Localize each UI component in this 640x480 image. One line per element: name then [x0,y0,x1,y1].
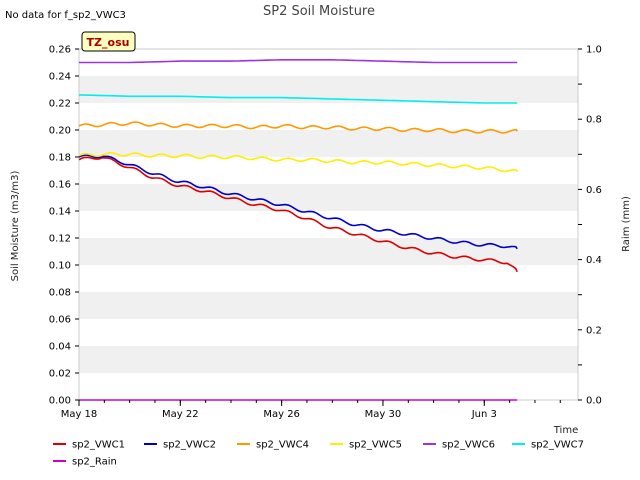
grid-band [79,373,578,400]
grid-band [79,238,578,265]
grid-band [79,157,578,184]
series-line-sp2_VWC2 [78,154,518,250]
site-tag: TZ_osu [81,31,136,52]
x-axis-title: Time [553,425,578,436]
y-axis-title: Soil Moisture (m3/m3) [10,171,21,282]
y-tick-label: 0.24 [49,72,71,83]
x-tick-label: May 30 [365,409,402,420]
series-layer [78,58,518,401]
grid-band [79,130,578,157]
grid-bands [79,49,578,400]
grid-band [79,346,578,373]
legend-label: sp2_VWC4 [256,440,309,451]
y-tick-label: 0.04 [49,342,71,353]
x-axis: May 18 May 22 May 26 May 30 Jun 3 [61,400,561,420]
chart-title: SP2 Soil Moisture [263,4,375,19]
y2-tick-label: 1.0 [586,45,602,56]
series-line-sp2_VWC6 [79,58,518,64]
y2-tick-label: 0.0 [586,396,602,407]
legend-label: sp2_VWC2 [163,440,216,451]
legend-label: sp2_VWC6 [442,440,495,451]
y-tick-label: 0.08 [49,288,71,299]
y-tick-label: 0.10 [49,261,71,272]
y-tick-label: 0.02 [49,369,71,380]
series-line-sp2_VWC1 [78,156,518,273]
y-tick-label: 0.12 [49,234,71,245]
x-tick-label: May 26 [263,409,300,420]
series-line-sp2_VWC7 [78,94,518,104]
y-tick-label: 0.22 [49,99,71,110]
grid-band [79,292,578,319]
y-tick-label: 0.06 [49,315,71,326]
series-line-sp2_VWC4 [78,121,518,134]
grid-band [79,184,578,211]
legend-label: sp2_VWC7 [531,440,584,451]
grid-band [79,319,578,346]
y-tick-label: 0.18 [49,153,71,164]
legend-label: sp2_Rain [72,457,117,468]
y2-axis-title: Raim (mm) [621,196,632,252]
x-tick-label: May 18 [61,409,98,420]
y-tick-label: 0.14 [49,207,71,218]
x-tick-label: May 22 [162,409,199,420]
series-line-sp2_VWC5 [78,151,518,173]
legend-label: sp2_VWC1 [72,440,125,451]
left-axis: 0.00 0.02 0.04 0.06 0.08 0.10 0.12 0.14 0.16 0.18… [49,45,79,407]
y-tick-label: 0.20 [49,126,71,137]
no-data-note: No data for f_sp2_VWC3 [5,10,126,21]
site-tag-label: TZ_osu [87,36,130,49]
y2-tick-label: 0.4 [586,255,602,266]
y-tick-label: 0.00 [49,396,71,407]
legend-label: sp2_VWC5 [349,440,402,451]
right-axis: 0.0 0.2 0.4 0.6 0.8 1.0 [578,45,602,407]
x-tick-label: Jun 3 [471,409,497,420]
grid-band [79,265,578,292]
legend: sp2_VWC1 sp2_VWC2 sp2_VWC4 sp2_VWC5 sp2_VWC6… [53,440,584,468]
grid-band [79,103,578,130]
y2-tick-label: 0.2 [586,325,602,336]
y-tick-label: 0.26 [49,45,71,56]
y-tick-label: 0.16 [49,180,71,191]
grid-band [79,211,578,238]
y2-tick-label: 0.8 [586,115,602,126]
y2-tick-label: 0.6 [586,185,602,196]
